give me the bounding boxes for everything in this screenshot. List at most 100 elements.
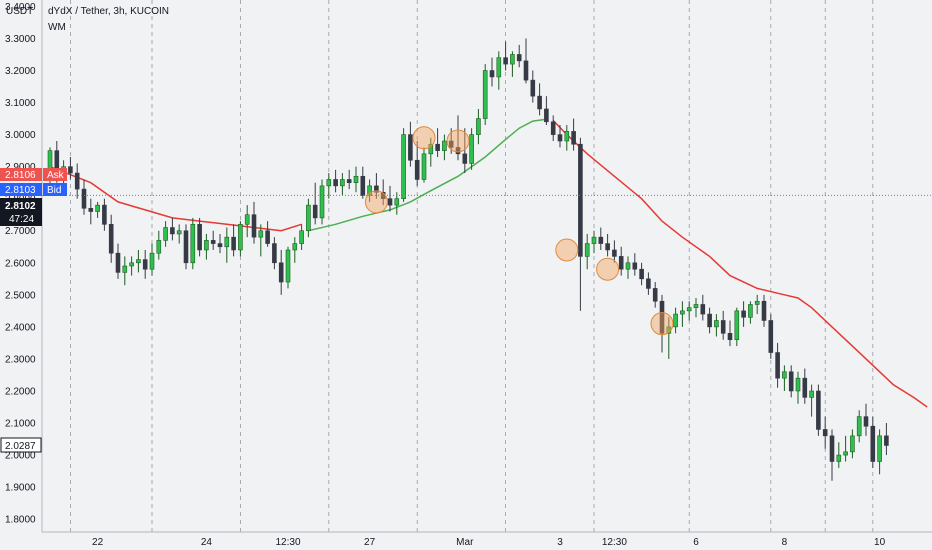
candle-body-down [217,243,223,248]
candle [129,256,134,276]
price-tick-label: 2.5000 [5,290,36,301]
candle-body-up [843,451,848,456]
candle-body-down [108,224,114,254]
candle [843,435,848,462]
indicator-label[interactable]: WM [48,22,66,33]
candle-body-up [156,240,162,254]
candle-body-down [571,131,576,145]
candle [421,147,427,183]
time-tick-label: 8 [782,537,788,548]
candle [877,429,882,475]
bid-label: Bid [47,185,61,196]
candle [102,198,107,231]
candle-body-down [503,57,508,65]
candle [360,166,366,199]
candle-body-down [544,108,549,123]
time-tick-label: 27 [364,537,376,548]
candle [442,134,447,161]
candle-body-down [68,166,73,174]
candle [231,224,236,257]
time-tick-label: 10 [874,537,886,548]
candle [782,365,787,391]
candle [306,198,311,238]
candle-body-up [428,143,434,155]
candle-body-up [258,230,264,238]
candle [741,301,746,327]
candle [856,410,862,443]
candle [238,221,243,257]
candle-body-down [312,204,318,219]
candle-body-down [516,54,522,62]
symbol-title[interactable]: dYdX / Tether, 3h, KUCOIN [48,6,169,17]
candle-body-down [414,159,420,180]
candle [775,342,780,388]
candle-body-up [238,224,243,251]
candle-body-down [639,268,644,280]
currency-label: USDT [6,6,33,17]
candle [244,205,250,238]
candle [68,157,73,180]
candle-body-up [564,131,570,142]
candle-body-up [625,262,631,270]
candle-body-down [761,300,767,321]
candle-body-down [455,147,461,155]
candle-body-down [115,252,121,273]
candle-body-down [265,230,270,244]
price-tick-label: 2.3000 [5,354,36,365]
candle-body-up [204,240,209,251]
candle [353,166,359,193]
candle [374,173,379,199]
candle-body-down [768,320,774,353]
candle-body-down [74,172,80,190]
candle [809,384,814,417]
candle [686,301,692,321]
candle [394,192,400,215]
candle-body-down [387,198,393,206]
price-tick-label: 3.4000 [5,2,36,13]
candle [673,307,678,334]
candle-body-down [408,134,413,161]
highlight-marker [446,129,470,153]
candle [693,298,699,318]
candle-body-up [224,236,230,248]
candle [163,221,168,247]
candle-body-up [394,198,400,206]
candle-body-down [720,320,726,334]
candle [278,249,284,295]
candle-body-down [272,243,277,264]
time-tick-label: 22 [92,537,104,548]
candle [489,57,495,87]
candle [748,301,753,324]
candle-body-up [306,204,311,232]
candle-body-down [530,79,536,97]
candle-body-up [469,134,474,164]
candle-body-down [210,240,216,244]
candle-body-up [476,118,481,135]
candle-body-down [537,95,542,110]
candle-body-up [850,435,855,453]
candle-body-down [884,435,889,446]
candle [217,233,223,254]
candle [503,41,508,71]
time-scale[interactable]: 22 24 12:30 27 Mar 3 12:30 6 8 10 [92,537,886,548]
candle-body-up [836,454,842,462]
candle [795,371,801,404]
highlight-marker [650,312,674,336]
candle [863,403,869,436]
last-price-badge [0,198,42,226]
candle [727,320,733,347]
candle-body-down [102,204,107,225]
candle [122,256,128,286]
price-tick-label: 1.8000 [5,515,36,526]
candle [272,237,277,270]
candle-body-down [523,60,529,81]
candle [571,118,576,151]
candle-body-down [646,278,651,289]
candle-body-up [809,390,814,398]
candle [115,243,121,279]
cursor-price: 2.0287 [5,441,36,452]
candle-body-down [462,153,468,164]
candle [469,128,474,170]
candle-body-down [598,236,604,244]
candle [346,169,352,190]
